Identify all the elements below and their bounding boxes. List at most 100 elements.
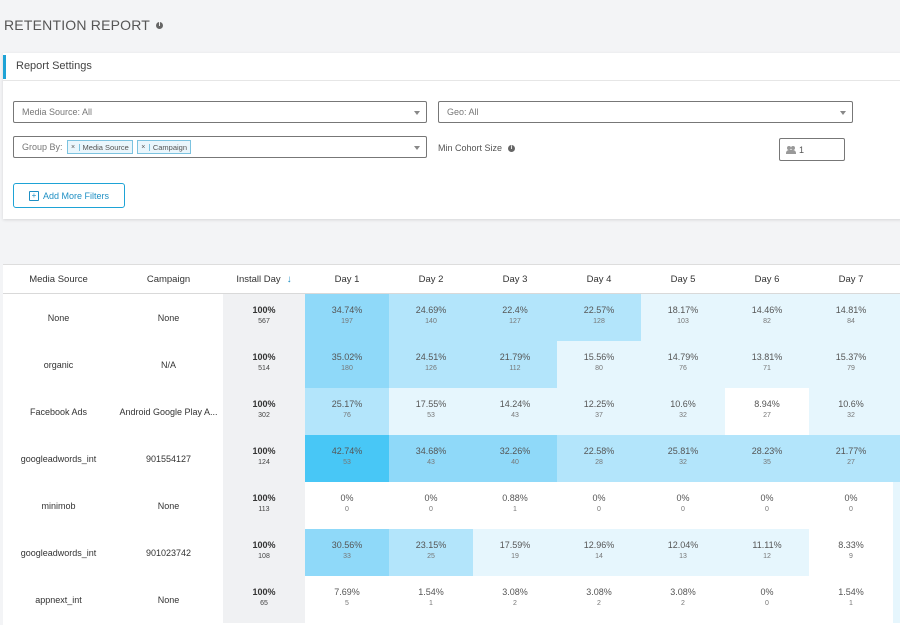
retention-cell-day-3[interactable]: 17.59% 19 [473, 529, 557, 576]
retention-cell-day-5[interactable]: 10.6% 32 [641, 388, 725, 435]
retention-cell-day-3[interactable]: 32.26% 40 [473, 435, 557, 482]
media-source-cell: organic [43, 359, 74, 370]
retention-cell-day-4[interactable]: 0% 0 [557, 482, 641, 529]
retention-count: 9 [849, 553, 853, 560]
retention-cell-day-3[interactable]: 3.08% 2 [473, 576, 557, 623]
retention-cell-day-6[interactable]: 8.94% 27 [725, 388, 809, 435]
retention-cell-day-5[interactable]: 0% 0 [641, 482, 725, 529]
retention-cell-day-1[interactable]: 7.69% 5 [305, 576, 389, 623]
retention-cell-day-1[interactable]: 25.17% 76 [305, 388, 389, 435]
group-by-tag-media-source[interactable]: × Media Source [66, 140, 133, 154]
retention-percent: 15.37% [835, 352, 867, 362]
retention-cell-day-5[interactable]: 25.81% 32 [641, 435, 725, 482]
retention-cell-day-3[interactable]: 14.24% 43 [473, 388, 557, 435]
retention-count: 53 [343, 459, 351, 466]
retention-cell-day-7[interactable]: 8.33% 9 [809, 529, 893, 576]
column-header-day-1[interactable]: Day 1 [305, 265, 389, 294]
retention-cell-day-4[interactable]: 12.25% 37 [557, 388, 641, 435]
retention-count: 127 [509, 318, 521, 325]
retention-count: 2 [597, 600, 601, 607]
info-icon[interactable]: i [156, 21, 164, 29]
retention-cell-day-5[interactable]: 3.08% 2 [641, 576, 725, 623]
retention-percent: 10.6% [670, 399, 696, 409]
retention-cell-day-4[interactable]: 3.08% 2 [557, 576, 641, 623]
retention-cell-day-6[interactable]: 0% 0 [725, 576, 809, 623]
retention-cell-day-3[interactable]: 21.79% 112 [473, 341, 557, 388]
column-header-media-source[interactable]: Media Source [3, 265, 114, 294]
add-more-filters-button[interactable]: + Add More Filters [13, 183, 125, 208]
retention-cell-day-6[interactable]: 11.11% 12 [725, 529, 809, 576]
column-header-install-day[interactable]: Install Day ↓ [223, 265, 305, 294]
column-header-campaign[interactable]: Campaign [114, 265, 223, 294]
retention-cell-day-2[interactable]: 0% 0 [389, 482, 473, 529]
retention-cell-day-1[interactable]: 42.74% 53 [305, 435, 389, 482]
retention-cell-day-7[interactable]: 14.81% 84 [809, 293, 893, 341]
remove-tag-icon[interactable]: × [138, 143, 150, 151]
retention-table-container: Media Source Campaign Install Day ↓ Day 1… [3, 264, 900, 625]
retention-count: 43 [511, 412, 519, 419]
retention-cell-day-5[interactable]: 18.17% 103 [641, 293, 725, 341]
retention-cell-day-3[interactable]: 0.88% 1 [473, 482, 557, 529]
tag-label: Media Source [82, 142, 129, 152]
column-header-day-4[interactable]: Day 4 [557, 265, 641, 294]
retention-cell-day-4[interactable]: 22.58% 28 [557, 435, 641, 482]
install-percent: 100% [252, 493, 276, 503]
install-day-cell: 100% 514 [223, 341, 305, 388]
table-row: googleadwords_int 901554127 100% 124 42.74% 5… [3, 435, 900, 482]
retention-percent: 14.79% [667, 352, 699, 362]
retention-cell-day-5[interactable]: 14.79% 76 [641, 341, 725, 388]
media-source-cell: minimob [41, 500, 76, 511]
retention-cell-day-2[interactable]: 23.15% 25 [389, 529, 473, 576]
remove-tag-icon[interactable]: × [68, 143, 80, 151]
retention-cell-day-1[interactable]: 35.02% 180 [305, 341, 389, 388]
column-header-day-2[interactable]: Day 2 [389, 265, 473, 294]
campaign-cell: None [157, 312, 180, 323]
retention-cell-day-7[interactable]: 15.37% 79 [809, 341, 893, 388]
retention-cell-day-7[interactable]: 21.77% 27 [809, 435, 893, 482]
sort-down-icon[interactable]: ↓ [286, 273, 292, 285]
column-header-day-7[interactable]: Day 7 [809, 265, 893, 294]
report-settings-header[interactable]: Report Settings [3, 53, 900, 81]
retention-cell-day-6[interactable]: 28.23% 35 [725, 435, 809, 482]
group-by-select[interactable]: Group By: × Media Source × Campaign [13, 136, 427, 158]
column-header-day-3[interactable]: Day 3 [473, 265, 557, 294]
install-percent: 100% [252, 399, 276, 409]
retention-cell-day-7[interactable]: 0% 0 [809, 482, 893, 529]
retention-cell-day-1[interactable]: 34.74% 197 [305, 293, 389, 341]
install-count: 302 [258, 412, 270, 419]
info-icon[interactable]: i [508, 144, 516, 152]
min-cohort-size-input[interactable]: 1 [779, 138, 845, 161]
retention-cell-day-6[interactable]: 13.81% 71 [725, 341, 809, 388]
retention-cell-day-7[interactable]: 10.6% 32 [809, 388, 893, 435]
overflow-cell [893, 482, 900, 529]
retention-cell-day-6[interactable]: 14.46% 82 [725, 293, 809, 341]
group-by-tag-campaign[interactable]: × Campaign [136, 140, 191, 154]
retention-count: 27 [763, 412, 771, 419]
column-header-day-6[interactable]: Day 6 [725, 265, 809, 294]
retention-percent: 10.6% [838, 399, 864, 409]
retention-cell-day-5[interactable]: 12.04% 13 [641, 529, 725, 576]
media-source-cell: googleadwords_int [20, 453, 97, 464]
retention-cell-day-2[interactable]: 24.69% 140 [389, 293, 473, 341]
retention-cell-day-4[interactable]: 15.56% 80 [557, 341, 641, 388]
retention-cell-day-4[interactable]: 12.96% 14 [557, 529, 641, 576]
retention-cell-day-1[interactable]: 0% 0 [305, 482, 389, 529]
retention-cell-day-6[interactable]: 0% 0 [725, 482, 809, 529]
retention-percent: 34.68% [415, 446, 447, 456]
media-source-cell: Facebook Ads [29, 406, 88, 417]
column-header-day-5[interactable]: Day 5 [641, 265, 725, 294]
retention-cell-day-2[interactable]: 34.68% 43 [389, 435, 473, 482]
geo-select[interactable]: Geo: All [438, 101, 853, 123]
retention-percent: 7.69% [334, 587, 360, 597]
retention-cell-day-3[interactable]: 22.4% 127 [473, 293, 557, 341]
retention-cell-day-7[interactable]: 1.54% 1 [809, 576, 893, 623]
retention-cell-day-4[interactable]: 22.57% 128 [557, 293, 641, 341]
media-source-select[interactable]: Media Source: All [13, 101, 427, 123]
retention-count: 43 [427, 459, 435, 466]
retention-cell-day-1[interactable]: 30.56% 33 [305, 529, 389, 576]
retention-cell-day-2[interactable]: 24.51% 126 [389, 341, 473, 388]
overflow-cell [893, 576, 900, 623]
retention-cell-day-2[interactable]: 1.54% 1 [389, 576, 473, 623]
install-percent: 100% [252, 587, 276, 597]
retention-cell-day-2[interactable]: 17.55% 53 [389, 388, 473, 435]
